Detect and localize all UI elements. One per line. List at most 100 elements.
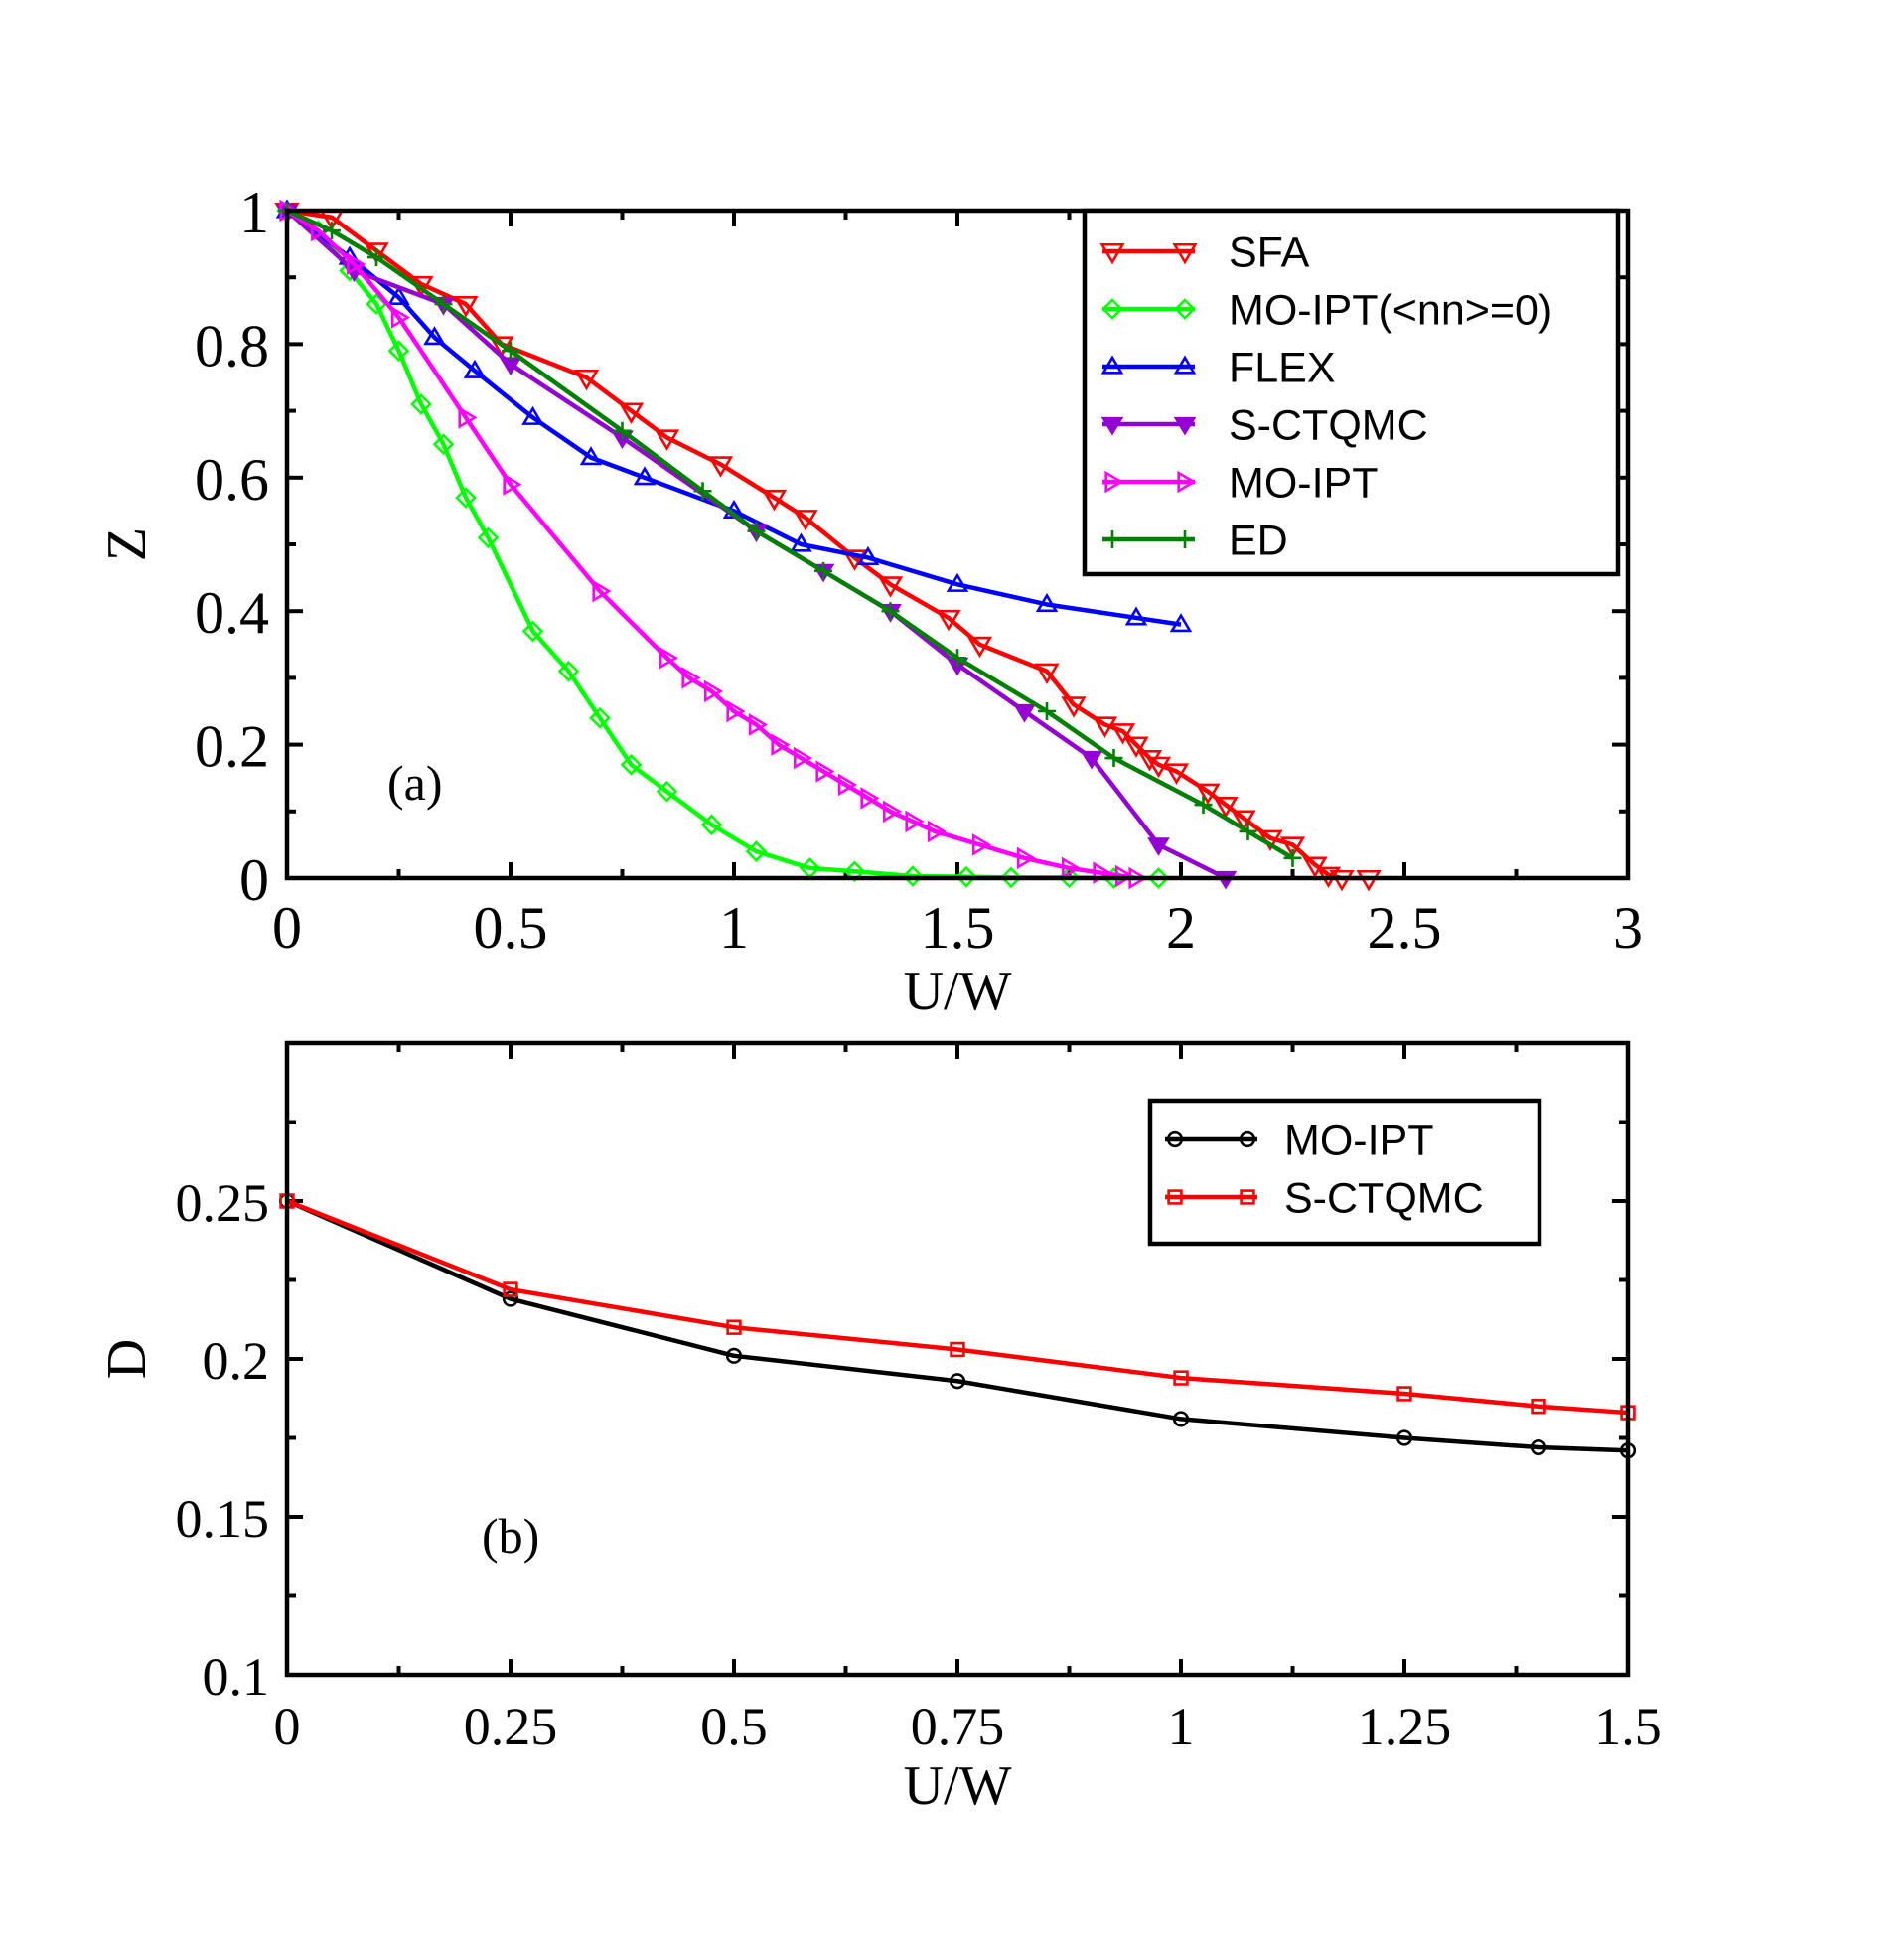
panel-a-legend: SFA MO-IPT(<nn>=0) FLEX S-CTQMC MO-IPT ED [1082,208,1621,577]
data-point-sfa [1123,736,1149,758]
data-point-mo-ipt-nn-0 [455,487,477,509]
data-point-mo-ipt [681,667,701,689]
data-point-mo-ipt-nn-0 [843,860,866,883]
data-point-mo-ipt-nn-0 [620,753,643,776]
y-tick-label: 0.25 [176,1173,270,1233]
data-point-sfa [654,429,680,451]
data-point-s-ctqmc [1396,1386,1412,1402]
data-point-sfa [707,456,734,478]
data-point-s-ctqmc [1531,1399,1546,1415]
data-point-flex [946,572,969,592]
x-tick-label: 1.25 [1358,1697,1452,1756]
data-point-mo-ipt [503,473,522,496]
x-tick-label: 0.25 [464,1697,558,1756]
data-point-ed [1194,796,1213,815]
x-axis-title: U/W [904,1755,1012,1817]
data-point-mo-ipt [659,646,679,670]
data-point-sfa [1279,836,1306,858]
data-point-ed [693,482,712,501]
y-tick-label: 0.2 [195,714,269,780]
y-tick-label: 0.4 [195,580,269,646]
x-tick-label: 2 [1166,895,1196,961]
data-point-flex [1124,606,1148,626]
data-point-sfa [966,636,993,659]
data-point-mo-ipt-nn-0 [557,660,580,682]
data-point-sfa [1145,756,1172,779]
x-tick-label: 1.5 [1594,1697,1662,1756]
data-point-mo-ipt [1172,1411,1190,1427]
y-tick-label: 1 [239,180,269,245]
legend-marker-mo-ipt [1166,1130,1184,1148]
data-point-ed [747,522,766,540]
legend-marker-s-ctqmc [1173,416,1197,436]
data-point-mo-ipt-nn-0 [745,840,768,862]
data-point-sfa [841,549,868,571]
data-point-mo-ipt [793,746,813,770]
legend-marker-mo-ipt [1239,1130,1256,1148]
data-point-s-ctqmc [1147,837,1170,856]
legend-marker-ed [1103,530,1121,548]
data-point-flex [387,285,410,305]
data-point-flex [521,405,544,425]
data-point-sfa [1034,663,1060,685]
data-point-mo-ipt-nn-0 [700,814,723,836]
data-point-sfa [1092,716,1118,738]
data-point-flex [463,359,487,378]
data-point-mo-ipt [1395,1429,1413,1446]
data-point-mo-ipt-nn-0 [410,393,432,415]
y-axis-title: Z [96,527,158,561]
data-point-mo-ipt [971,833,992,856]
data-point-mo-ipt [1061,856,1082,880]
data-point-mo-ipt [346,252,366,276]
data-point-sfa [1163,763,1190,785]
data-point-mo-ipt [390,306,411,329]
data-point-sfa [1302,856,1328,878]
data-point-sfa [1231,810,1256,831]
panel-a: 0 0.5 1 1.5 2 2.5 3 0 0.2 0.4 0.6 0.8 1 U/W Z (a) SFA MO-… [96,180,1643,1022]
panel-label: (a) [387,755,443,811]
series-line-mo-ipt [286,1198,1629,1453]
legend-label-mo-ipt-nn-0: MO-IPT(<nn>=0) [1229,286,1552,334]
data-point-ed [814,561,832,580]
data-point-ed [1104,749,1123,768]
data-point-sfa [1195,783,1221,805]
series-line-flex [285,209,1182,627]
data-point-mo-ipt-nn-0 [955,865,977,888]
plot-frame [284,1040,1631,1678]
data-point-mo-ipt-nn-0 [432,433,455,456]
x-tick-label: 0 [274,1697,301,1756]
data-point-mo-ipt [905,810,925,833]
data-point-mo-ipt [592,579,612,603]
data-point-mo-ipt [726,699,746,723]
y-tick-label: 0.6 [195,447,269,513]
data-point-sfa [573,369,600,391]
legend-label-s-ctqmc: S-CTQMC [1229,401,1428,449]
legend-marker-ed [1176,530,1194,548]
x-tick-label: 0.5 [474,895,548,961]
x-tick-label: 0 [272,895,302,961]
data-point-sfa [1136,749,1163,772]
data-point-ed [502,342,519,361]
data-point-ed [881,602,900,621]
data-point-mo-ipt-nn-0 [387,340,410,362]
data-point-mo-ipt-nn-0 [1147,867,1170,889]
panel-label: (b) [482,1508,539,1564]
x-tick-label: 2.5 [1368,895,1442,961]
data-point-sfa [1109,723,1136,745]
y-tick-label: 0.2 [203,1331,270,1391]
data-point-mo-ipt [927,820,948,843]
series-mo-ipt [279,199,1148,890]
legend-marker-mo-ipt [1177,470,1197,494]
legend-label-mo-ipt: MO-IPT [1229,459,1378,507]
series-line-ed [286,208,1294,860]
data-point-mo-ipt [725,1347,743,1364]
data-point-sfa [1213,797,1239,819]
legend-label-ed: ED [1229,517,1288,564]
legend-marker-s-ctqmc [1167,1189,1183,1205]
data-point-mo-ipt [837,773,858,797]
legend-marker-mo-ipt-nn-0 [1101,298,1123,320]
data-point-ed [367,248,385,267]
data-point-ed [613,421,632,440]
legend-label-mo-ipt: MO-IPT [1284,1117,1433,1164]
